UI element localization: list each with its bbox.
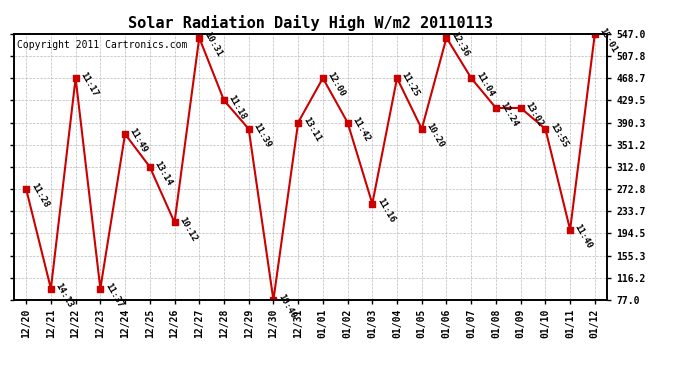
Text: 13:14: 13:14 [152,160,174,188]
Text: 11:18: 11:18 [227,93,248,121]
Point [491,105,502,111]
Point [391,75,402,81]
Point [70,75,81,81]
Point [540,126,551,132]
Text: 11:28: 11:28 [29,182,50,210]
Point [219,97,230,103]
Title: Solar Radiation Daily High W/m2 20110113: Solar Radiation Daily High W/m2 20110113 [128,15,493,31]
Text: 11:16: 11:16 [375,196,396,224]
Point [367,201,378,207]
Text: 11:04: 11:04 [474,71,495,99]
Text: 11:40: 11:40 [573,222,594,250]
Point [317,75,328,81]
Point [293,120,304,126]
Text: 10:12: 10:12 [177,215,199,243]
Text: 12:24: 12:24 [499,100,520,129]
Text: 13:02: 13:02 [524,100,544,129]
Text: 13:55: 13:55 [548,122,569,149]
Text: 11:25: 11:25 [400,71,421,99]
Point [46,286,57,292]
Point [589,31,600,37]
Text: 11:42: 11:42 [351,115,372,143]
Text: 10:31: 10:31 [202,30,224,58]
Text: Copyright 2011 Cartronics.com: Copyright 2011 Cartronics.com [17,40,187,50]
Text: 10:20: 10:20 [424,122,446,149]
Point [515,105,526,111]
Point [342,120,353,126]
Text: 11:49: 11:49 [128,127,149,154]
Text: 11:17: 11:17 [79,71,99,99]
Point [21,186,32,192]
Point [95,286,106,292]
Point [144,164,155,170]
Point [441,35,452,41]
Point [243,126,254,132]
Point [416,126,427,132]
Point [169,219,180,225]
Point [268,297,279,303]
Point [194,35,205,41]
Text: 12:36: 12:36 [449,30,471,58]
Text: 13:11: 13:11 [301,115,322,143]
Point [564,227,575,233]
Text: 11:39: 11:39 [251,122,273,149]
Point [119,131,130,137]
Text: 14:13: 14:13 [54,281,75,309]
Point [466,75,477,81]
Text: 12:00: 12:00 [326,71,347,99]
Text: 10:40: 10:40 [276,293,297,321]
Text: 15:01: 15:01 [598,27,619,54]
Text: 11:37: 11:37 [103,281,124,309]
